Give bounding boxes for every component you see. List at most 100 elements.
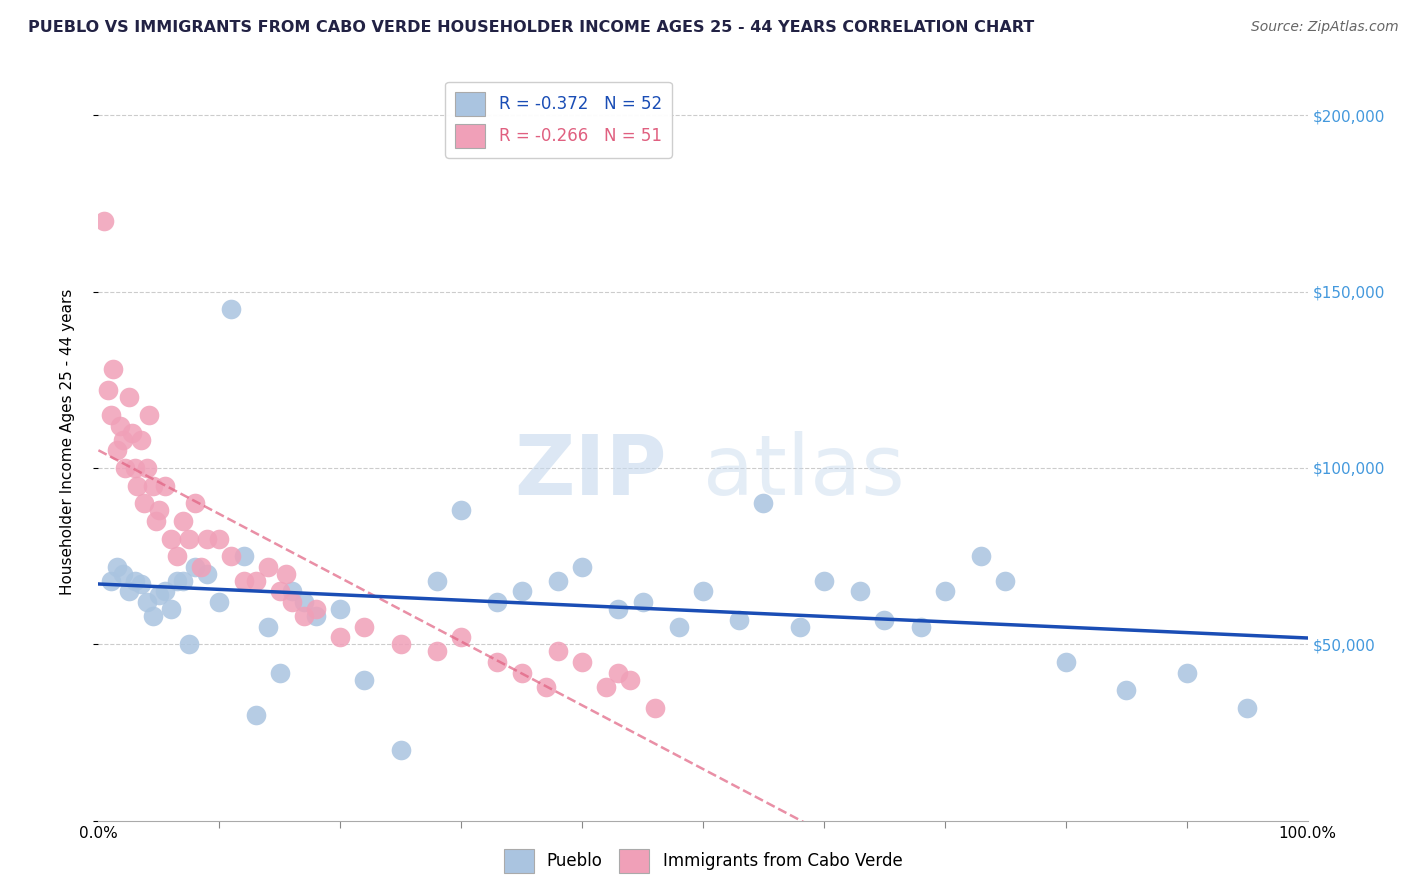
Point bbox=[245, 574, 267, 588]
Legend: Pueblo, Immigrants from Cabo Verde: Pueblo, Immigrants from Cabo Verde bbox=[496, 842, 910, 880]
Point bbox=[269, 665, 291, 680]
Point bbox=[129, 433, 152, 447]
Point bbox=[179, 637, 201, 651]
Point bbox=[644, 700, 666, 714]
Point bbox=[172, 514, 194, 528]
Point bbox=[160, 602, 183, 616]
Point bbox=[849, 584, 872, 599]
Point bbox=[426, 644, 449, 658]
Point bbox=[111, 433, 134, 447]
Point bbox=[172, 574, 194, 588]
Point bbox=[221, 549, 243, 563]
Point bbox=[292, 595, 315, 609]
Point bbox=[121, 425, 143, 440]
Point bbox=[127, 478, 149, 492]
Point bbox=[100, 408, 122, 422]
Point bbox=[607, 665, 630, 680]
Point bbox=[692, 584, 714, 599]
Point bbox=[124, 574, 146, 588]
Point bbox=[426, 574, 449, 588]
Point bbox=[97, 384, 120, 398]
Point bbox=[93, 214, 115, 228]
Point bbox=[668, 620, 690, 634]
Point bbox=[631, 595, 654, 609]
Point bbox=[148, 588, 170, 602]
Point bbox=[595, 680, 617, 694]
Point bbox=[190, 559, 212, 574]
Point bbox=[534, 680, 557, 694]
Point bbox=[281, 595, 304, 609]
Point bbox=[571, 655, 593, 669]
Text: ZIP: ZIP bbox=[515, 432, 666, 512]
Point bbox=[153, 478, 176, 492]
Point bbox=[100, 574, 122, 588]
Point bbox=[789, 620, 811, 634]
Point bbox=[124, 461, 146, 475]
Point bbox=[153, 584, 176, 599]
Point bbox=[118, 391, 141, 405]
Point bbox=[179, 532, 201, 546]
Point bbox=[108, 418, 131, 433]
Point bbox=[1175, 665, 1198, 680]
Legend: R = -0.372   N = 52, R = -0.266   N = 51: R = -0.372 N = 52, R = -0.266 N = 51 bbox=[446, 82, 672, 158]
Point bbox=[134, 496, 156, 510]
Point bbox=[389, 743, 412, 757]
Point bbox=[450, 630, 472, 644]
Point bbox=[934, 584, 956, 599]
Point bbox=[232, 574, 254, 588]
Point bbox=[813, 574, 835, 588]
Point bbox=[184, 496, 207, 510]
Text: PUEBLO VS IMMIGRANTS FROM CABO VERDE HOUSEHOLDER INCOME AGES 25 - 44 YEARS CORRE: PUEBLO VS IMMIGRANTS FROM CABO VERDE HOU… bbox=[28, 20, 1035, 35]
Point bbox=[166, 549, 188, 563]
Point bbox=[305, 602, 328, 616]
Point bbox=[135, 461, 157, 475]
Point bbox=[873, 613, 896, 627]
Point bbox=[547, 644, 569, 658]
Point bbox=[142, 478, 165, 492]
Point bbox=[571, 559, 593, 574]
Point bbox=[148, 503, 170, 517]
Point bbox=[118, 584, 141, 599]
Point bbox=[160, 532, 183, 546]
Point bbox=[510, 665, 533, 680]
Point bbox=[970, 549, 993, 563]
Point bbox=[256, 620, 278, 634]
Point bbox=[101, 362, 124, 376]
Point bbox=[619, 673, 641, 687]
Point bbox=[450, 503, 472, 517]
Point bbox=[145, 514, 167, 528]
Point bbox=[910, 620, 932, 634]
Point bbox=[353, 620, 375, 634]
Point bbox=[1115, 683, 1137, 698]
Point bbox=[269, 584, 291, 599]
Point bbox=[486, 595, 509, 609]
Point bbox=[111, 566, 134, 581]
Point bbox=[221, 302, 243, 317]
Point bbox=[129, 577, 152, 591]
Point bbox=[166, 574, 188, 588]
Point bbox=[208, 595, 231, 609]
Point bbox=[208, 532, 231, 546]
Point bbox=[114, 461, 136, 475]
Point bbox=[329, 630, 352, 644]
Point bbox=[389, 637, 412, 651]
Point bbox=[547, 574, 569, 588]
Y-axis label: Householder Income Ages 25 - 44 years: Householder Income Ages 25 - 44 years bbox=[60, 288, 75, 595]
Point bbox=[486, 655, 509, 669]
Point bbox=[105, 443, 128, 458]
Point bbox=[138, 408, 160, 422]
Point bbox=[752, 496, 775, 510]
Point bbox=[195, 532, 218, 546]
Point bbox=[292, 609, 315, 624]
Point bbox=[510, 584, 533, 599]
Point bbox=[1236, 700, 1258, 714]
Text: Source: ZipAtlas.com: Source: ZipAtlas.com bbox=[1251, 20, 1399, 34]
Point bbox=[353, 673, 375, 687]
Point bbox=[256, 559, 278, 574]
Point bbox=[1054, 655, 1077, 669]
Point bbox=[245, 707, 267, 722]
Point bbox=[142, 609, 165, 624]
Point bbox=[184, 559, 207, 574]
Point bbox=[135, 595, 157, 609]
Point bbox=[281, 584, 304, 599]
